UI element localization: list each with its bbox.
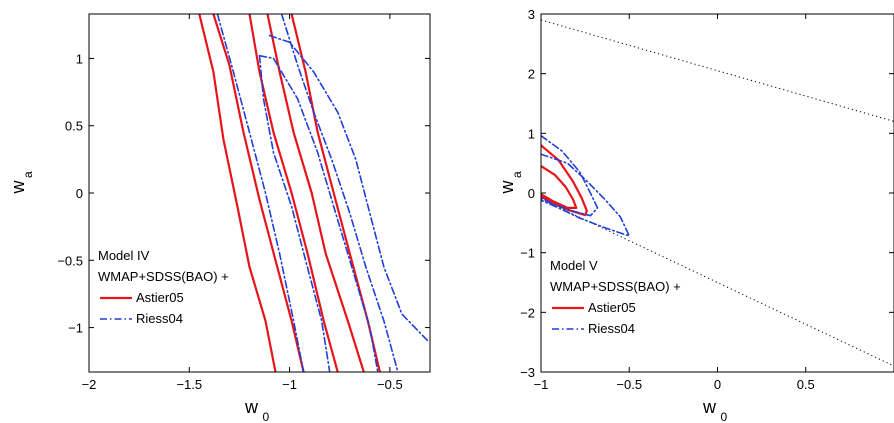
legend-label-astier05: Astier05	[588, 300, 636, 315]
y-tick-label: 0.5	[65, 119, 83, 134]
y-axis-label-subscript: a	[21, 171, 35, 178]
legend-label-riess04: Riess04	[588, 321, 635, 336]
y-axis-label: w	[8, 180, 28, 195]
x-axis-label: w	[244, 397, 259, 417]
x-tick-label: −0.5	[377, 377, 403, 392]
contour-riess04-0	[541, 134, 599, 217]
contour-astier05-1	[212, 14, 305, 372]
legend-title-line: Model V	[550, 258, 598, 273]
x-axis-label-subscript: 0	[263, 410, 270, 423]
y-tick-label: 0	[528, 186, 535, 201]
x-tick-label: 0.5	[797, 377, 815, 392]
x-tick-label: −0.5	[616, 377, 642, 392]
legend: Model IV WMAP+SDSS(BAO) + Astier05 Riess04	[98, 248, 229, 326]
y-axis-label: w	[497, 180, 517, 195]
x-axis-label-subscript: 0	[721, 410, 728, 423]
contour-riess04-1	[541, 153, 631, 237]
contour-riess04-2	[258, 54, 379, 372]
plot-content	[198, 14, 429, 372]
contour-riess04-3	[280, 14, 399, 372]
y-axis-label-group: wa	[8, 171, 35, 195]
x-tick-label: 0	[714, 377, 721, 392]
y-tick-label: −2	[520, 305, 535, 320]
contour-astier05-3	[266, 14, 365, 372]
legend-label-riess04: Riess04	[136, 311, 183, 326]
y-tick-label: −0.5	[57, 253, 83, 268]
x-tick-label: −1	[282, 377, 297, 392]
plot-content	[541, 19, 894, 367]
y-tick-label: 2	[528, 67, 535, 82]
x-tick-label: −1.5	[176, 377, 202, 392]
contour-riess04-0	[216, 14, 305, 372]
y-tick-label: 1	[528, 126, 535, 141]
y-axis-label-group: wa	[497, 171, 524, 195]
y-tick-label: −1	[68, 321, 83, 336]
plot-area	[541, 14, 894, 372]
y-axis-label-subscript: a	[510, 171, 524, 178]
y-tick-label: 0	[76, 186, 83, 201]
x-tick-label: −2	[82, 377, 97, 392]
legend-label-astier05: Astier05	[136, 290, 184, 305]
legend-title-line: WMAP+SDSS(BAO) +	[550, 279, 681, 294]
contour-astier05-0	[198, 14, 277, 372]
contour-astier05-1	[541, 165, 578, 209]
contour-astier05-2	[248, 14, 339, 372]
legend-title-line: WMAP+SDSS(BAO) +	[98, 269, 229, 284]
x-axis-label: w	[702, 397, 717, 417]
x-tick-label: −1	[534, 377, 549, 392]
y-tick-label: −1	[520, 246, 535, 261]
legend-title-line: Model IV	[98, 248, 150, 263]
legend: Model V WMAP+SDSS(BAO) + Astier05 Riess04	[550, 258, 681, 336]
y-tick-label: 1	[76, 51, 83, 66]
y-tick-label: 3	[528, 7, 535, 22]
contour-riess04-4	[268, 34, 429, 342]
y-tick-label: −3	[520, 365, 535, 380]
contour-astier05-0	[541, 144, 588, 217]
contour-riess04-1	[258, 54, 331, 372]
